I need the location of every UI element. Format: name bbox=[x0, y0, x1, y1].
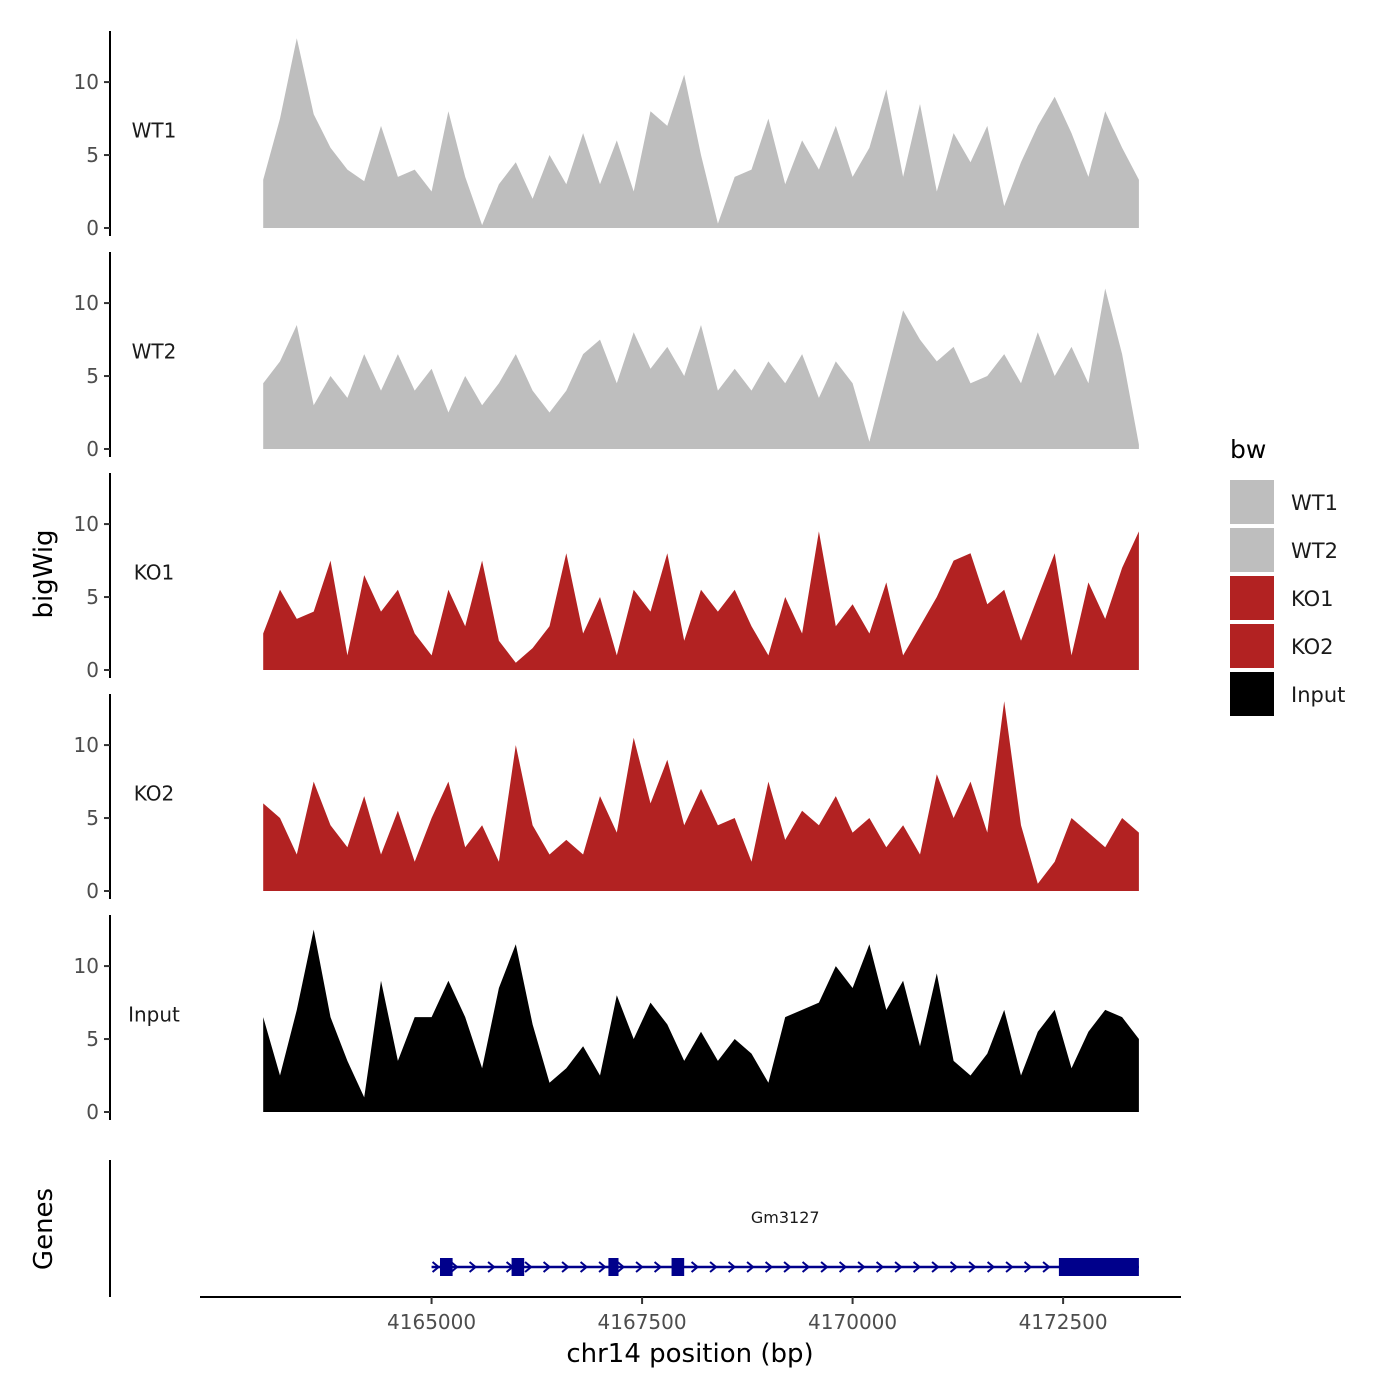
panel-input: 0 5 10 Input bbox=[74, 915, 1139, 1124]
strand-arrow-icon bbox=[561, 1261, 570, 1273]
x-tick-label: 4165000 bbox=[387, 1310, 476, 1334]
track-label-input: Input bbox=[128, 1003, 180, 1027]
strand-arrow-icon bbox=[949, 1261, 959, 1273]
y-tick-label: 5 bbox=[86, 806, 99, 830]
y-tick-label: 5 bbox=[86, 1027, 99, 1051]
strand-arrow-icon bbox=[579, 1261, 589, 1273]
strand-arrow-icon bbox=[727, 1261, 737, 1273]
strand-arrow-icon bbox=[875, 1261, 885, 1273]
y-tick-label: 0 bbox=[86, 216, 99, 240]
signal-area-wt2 bbox=[263, 288, 1139, 449]
strand-arrow-icon bbox=[653, 1261, 663, 1273]
strand-arrow-icon bbox=[450, 1261, 459, 1273]
x-tick-label: 4170000 bbox=[808, 1310, 897, 1334]
gene-exon bbox=[608, 1258, 619, 1276]
strand-arrow-icon bbox=[635, 1261, 644, 1273]
strand-arrow-icon bbox=[598, 1261, 607, 1273]
strand-arrow-icon bbox=[857, 1261, 866, 1273]
strand-arrow-icon bbox=[783, 1261, 792, 1273]
strand-arrow-icon bbox=[616, 1261, 626, 1273]
signal-area-ko2 bbox=[263, 701, 1139, 891]
y-tick-label: 10 bbox=[74, 733, 99, 757]
strand-arrow-icon bbox=[820, 1261, 829, 1273]
strand-arrow-icon bbox=[468, 1261, 478, 1273]
gene-exon bbox=[439, 1258, 453, 1276]
panel-wt1: 0 5 10 WT1 bbox=[74, 31, 1139, 240]
y-tick-label: 0 bbox=[86, 437, 99, 461]
y-tick-label: 10 bbox=[74, 954, 99, 978]
signal-area-input bbox=[263, 929, 1139, 1112]
strand-arrow-icon bbox=[487, 1261, 496, 1273]
legend-title: bw bbox=[1230, 435, 1266, 464]
genes-panel: Gm3127 bbox=[109, 1160, 1139, 1297]
legend-label-wt1: WT1 bbox=[1291, 491, 1338, 515]
gene-gm3127: Gm3127 bbox=[431, 1208, 1139, 1276]
genes-axis-title: Genes bbox=[29, 1188, 59, 1270]
gene-exon bbox=[1058, 1258, 1139, 1276]
x-axis-title: chr14 position (bp) bbox=[566, 1339, 813, 1369]
strand-arrow-icon bbox=[690, 1261, 700, 1273]
x-tick-label: 4167500 bbox=[598, 1310, 687, 1334]
strand-arrow-icon bbox=[709, 1261, 718, 1273]
y-tick-label: 5 bbox=[86, 364, 99, 388]
y-tick-label: 10 bbox=[74, 291, 99, 315]
strand-arrow-icon bbox=[894, 1261, 903, 1273]
y-tick-label: 5 bbox=[86, 143, 99, 167]
strand-arrow-icon bbox=[1023, 1261, 1033, 1273]
legend-swatch-wt1 bbox=[1230, 480, 1274, 524]
legend-swatch-input bbox=[1230, 672, 1274, 716]
panel-wt2: 0 5 10 WT2 bbox=[74, 252, 1139, 461]
y-tick-label: 0 bbox=[86, 879, 99, 903]
gene-label: Gm3127 bbox=[751, 1208, 820, 1227]
strand-arrow-icon bbox=[838, 1261, 848, 1273]
strand-arrow-icon bbox=[931, 1261, 940, 1273]
track-label-wt2: WT2 bbox=[132, 340, 177, 364]
strand-arrow-icon bbox=[431, 1261, 441, 1273]
legend-swatch-wt2 bbox=[1230, 528, 1274, 572]
x-axis: 4165000 4167500 4170000 4172500 bbox=[200, 1296, 1181, 1334]
strand-arrow-icon bbox=[1005, 1261, 1014, 1273]
y-tick-label: 10 bbox=[74, 70, 99, 94]
legend-label-input: Input bbox=[1291, 683, 1345, 707]
y-tick-label: 5 bbox=[86, 585, 99, 609]
y-tick-label: 10 bbox=[74, 512, 99, 536]
signal-area-wt1 bbox=[263, 38, 1139, 228]
x-tick-label: 4172500 bbox=[1019, 1310, 1108, 1334]
legend-swatch-ko1 bbox=[1230, 576, 1274, 620]
signal-panels: 0 5 10 WT1 0 5 10 WT2 0 5 10 KO1 0 5 10 KO2 0 5 10 Input bbox=[74, 31, 1139, 1124]
strand-arrow-icon bbox=[801, 1261, 811, 1273]
gene-exon bbox=[671, 1258, 685, 1276]
panel-ko1: 0 5 10 KO1 bbox=[74, 473, 1139, 682]
legend-label-ko1: KO1 bbox=[1291, 587, 1334, 611]
strand-arrow-icon bbox=[986, 1261, 996, 1273]
legend-label-wt2: WT2 bbox=[1291, 539, 1338, 563]
signal-area-ko1 bbox=[263, 531, 1139, 670]
track-label-wt1: WT1 bbox=[132, 119, 177, 143]
legend: bw WT1 WT2 KO1 KO2 Input bbox=[1230, 435, 1345, 716]
gene-exon bbox=[511, 1258, 525, 1276]
strand-arrow-icon bbox=[746, 1261, 755, 1273]
y-tick-label: 0 bbox=[86, 658, 99, 682]
track-label-ko1: KO1 bbox=[134, 561, 175, 585]
strand-arrow-icon bbox=[968, 1261, 977, 1273]
strand-arrow-icon bbox=[542, 1261, 552, 1273]
strand-arrow-icon bbox=[764, 1261, 774, 1273]
track-label-ko2: KO2 bbox=[134, 782, 175, 806]
legend-label-ko2: KO2 bbox=[1291, 635, 1334, 659]
y-axis-title: bigWig bbox=[29, 529, 59, 618]
y-tick-label: 0 bbox=[86, 1100, 99, 1124]
strand-arrow-icon bbox=[1042, 1261, 1051, 1273]
panel-ko2: 0 5 10 KO2 bbox=[74, 694, 1139, 903]
strand-arrow-icon bbox=[912, 1261, 922, 1273]
legend-swatch-ko2 bbox=[1230, 624, 1274, 668]
strand-arrow-icon bbox=[524, 1261, 533, 1273]
